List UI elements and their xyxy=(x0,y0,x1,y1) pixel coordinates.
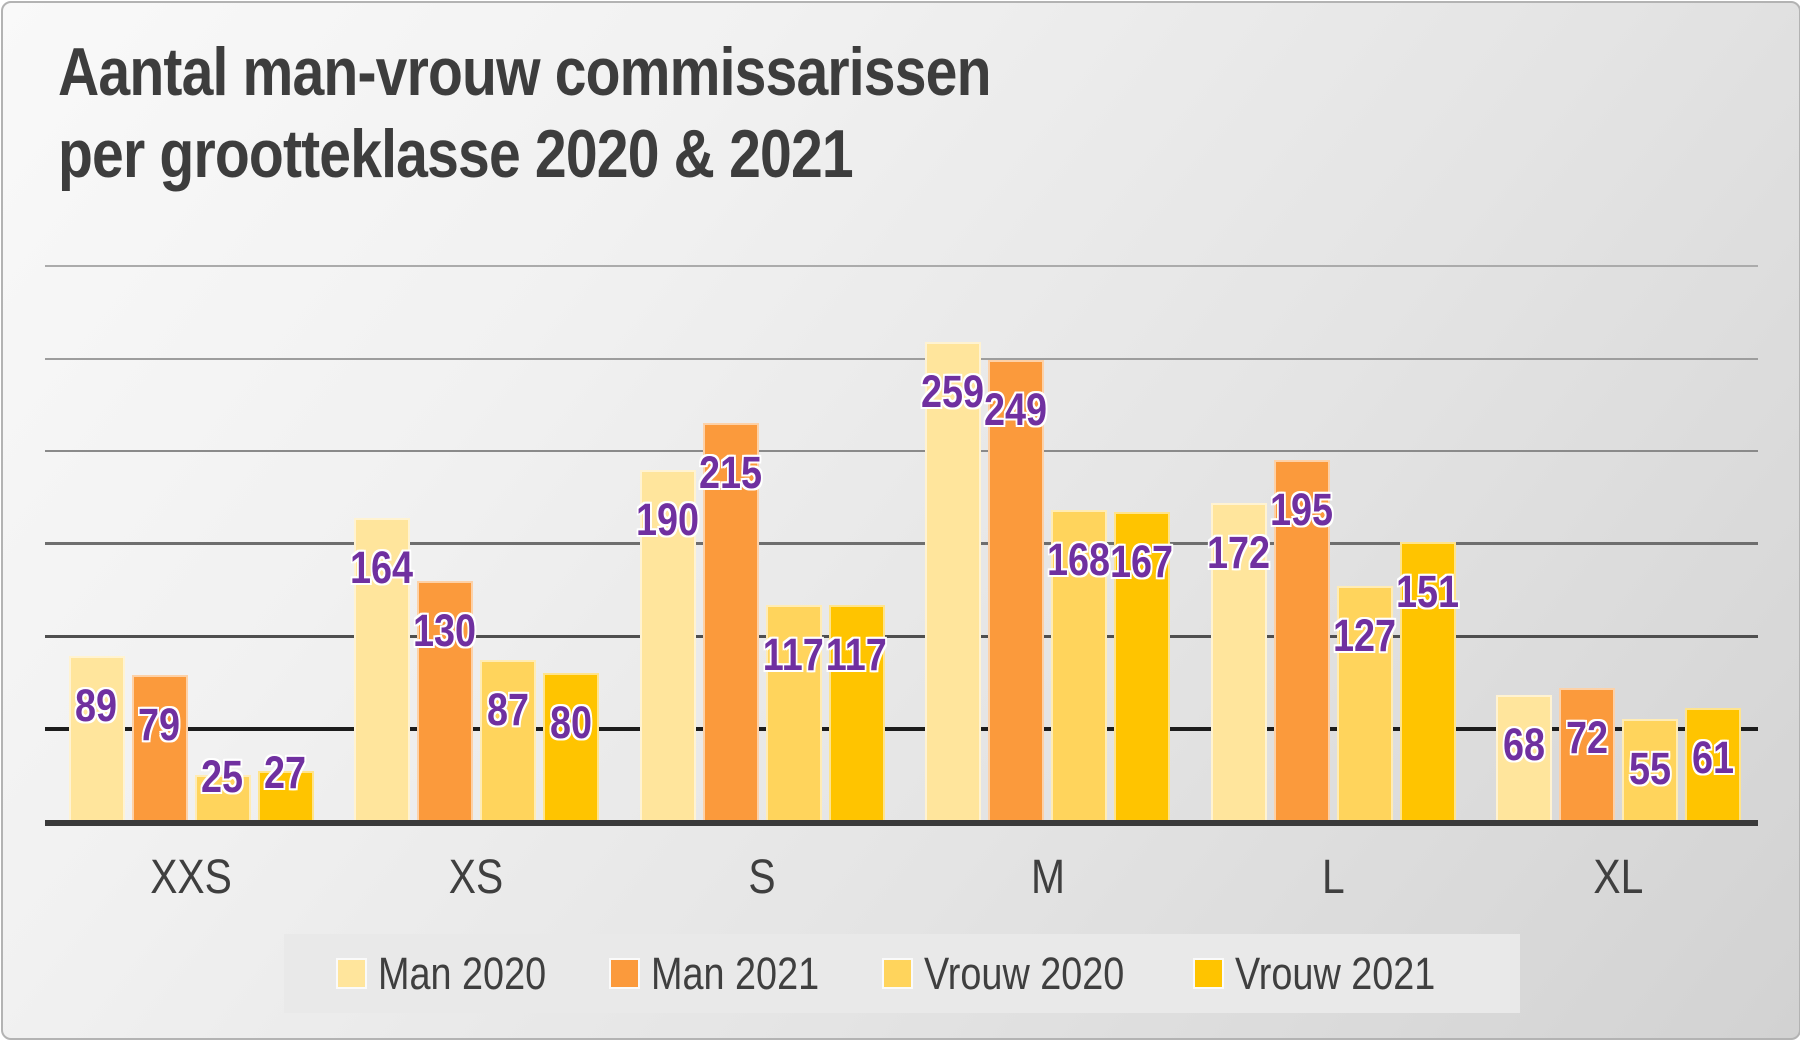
bar-vrouw-2020-s xyxy=(765,604,822,825)
bar-label: 68 xyxy=(1502,719,1546,771)
bar-label: 89 xyxy=(75,680,118,732)
bar-label: 55 xyxy=(1628,743,1672,795)
bar-vrouw-2020-l xyxy=(1336,586,1393,825)
bar-vrouw-2021-s xyxy=(828,604,885,825)
grid-line-300 xyxy=(45,265,1758,267)
plot-area: 89 164 190 259 172 68 79 130 215 249 195 72 25 87 117 1… xyxy=(3,3,1799,1038)
legend-item-vrouw-2020: Vrouw 2020 xyxy=(884,950,1163,997)
legend: Man 2020 Man 2021 Vrouw 2020 Vrouw 2021 xyxy=(284,934,1520,1013)
bar-label: 190 xyxy=(635,493,700,545)
bar-label: 72 xyxy=(1565,711,1609,763)
legend-label: Man 2020 xyxy=(378,948,547,999)
bar-man-2021-m xyxy=(988,360,1044,825)
legend-label: Man 2021 xyxy=(651,948,820,999)
bar-man-2021-l xyxy=(1273,460,1330,825)
category-label-s: S xyxy=(748,851,776,904)
grid-line-250 xyxy=(45,357,1758,360)
bar-vrouw-2020-xs xyxy=(480,660,536,825)
bar-label: 167 xyxy=(1110,536,1174,588)
chart-title: Aantal man-vrouw commissarissen per groo… xyxy=(58,31,1168,195)
bar-label: 168 xyxy=(1047,534,1111,586)
bar-man-2020-xs xyxy=(354,517,410,825)
bar-label: 215 xyxy=(698,447,763,499)
category-label-xl: XL xyxy=(1593,851,1644,904)
x-axis xyxy=(45,820,1758,826)
bar-label: 164 xyxy=(350,541,414,593)
bar-label: 117 xyxy=(762,628,824,680)
chart-title-line1: Aantal man-vrouw commissarissen xyxy=(58,34,991,110)
bar-vrouw-2021-m xyxy=(1114,512,1170,825)
bar-man-2020-l xyxy=(1210,502,1267,825)
legend-swatch xyxy=(1195,960,1223,987)
bar-label: 249 xyxy=(984,384,1048,436)
bar-label: 127 xyxy=(1332,610,1397,662)
legend-label: Vrouw 2020 xyxy=(924,948,1125,999)
bar-label: 79 xyxy=(138,698,181,750)
legend-item-vrouw-2021: Vrouw 2021 xyxy=(1195,950,1474,997)
bar-label: 172 xyxy=(1206,526,1271,578)
bar-man-2021-s xyxy=(702,423,759,825)
grid-line-100 xyxy=(45,634,1758,638)
bar-vrouw-2020-xl xyxy=(1622,719,1678,825)
chart-title-line2: per grootteklasse 2020 & 2021 xyxy=(58,116,854,192)
bar-man-2020-s xyxy=(639,469,696,825)
bar-man-2020-m xyxy=(925,341,981,825)
grid-line-50 xyxy=(45,726,1758,731)
bar-label: 130 xyxy=(413,604,477,656)
bar-label: 25 xyxy=(201,750,244,802)
bar-label: 259 xyxy=(921,365,985,417)
bar-man-2020-xxs xyxy=(68,656,125,825)
bar-vrouw-2020-m xyxy=(1051,510,1107,825)
legend-swatch xyxy=(338,960,365,987)
legend-item-man-2020: Man 2020 xyxy=(338,950,578,997)
grid-line-200 xyxy=(45,450,1758,452)
bar-man-2021-xxs xyxy=(131,674,188,825)
category-label-l: L xyxy=(1321,851,1345,904)
bar-label: 80 xyxy=(549,697,593,748)
bar-vrouw-2021-l xyxy=(1399,541,1456,825)
legend-swatch xyxy=(884,960,912,987)
bar-label: 27 xyxy=(264,747,307,799)
bar-label: 195 xyxy=(1269,484,1334,536)
category-label-m: M xyxy=(1030,851,1065,904)
bar-label: 151 xyxy=(1395,565,1460,617)
grid-line-150 xyxy=(45,542,1758,545)
category-label-xxs: XXS xyxy=(150,851,232,904)
legend-label: Vrouw 2021 xyxy=(1235,948,1436,999)
legend-item-man-2021: Man 2021 xyxy=(611,950,851,997)
bar-label: 117 xyxy=(825,628,887,680)
bar-man-2021-xl xyxy=(1559,687,1615,825)
category-label-xs: XS xyxy=(449,851,504,904)
bar-man-2021-xs xyxy=(417,580,473,825)
bar-label: 61 xyxy=(1691,732,1735,784)
bar-man-2020-xl xyxy=(1496,695,1552,825)
legend-swatch xyxy=(611,960,639,987)
bar-label: 87 xyxy=(486,684,530,736)
